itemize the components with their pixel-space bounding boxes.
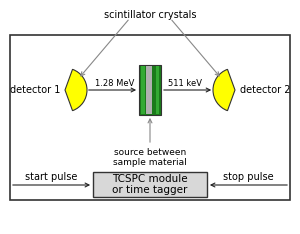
- Wedge shape: [65, 69, 87, 111]
- Bar: [10, 35, 290, 200]
- Wedge shape: [213, 69, 235, 111]
- Text: stop pulse: stop pulse: [223, 172, 274, 182]
- Bar: [93, 172, 207, 197]
- Bar: [139, 65, 161, 115]
- Text: detector 1: detector 1: [10, 85, 60, 95]
- Bar: [141, 66, 145, 114]
- Text: source between
sample material: source between sample material: [113, 148, 187, 167]
- Bar: [155, 66, 159, 114]
- Text: detector 2: detector 2: [239, 85, 290, 95]
- Text: scintillator crystals: scintillator crystals: [104, 10, 196, 20]
- Text: 511 keV: 511 keV: [168, 79, 202, 88]
- Text: start pulse: start pulse: [25, 172, 78, 182]
- Text: 1.28 MeV: 1.28 MeV: [95, 79, 135, 88]
- Text: TCSPC module
or time tagger: TCSPC module or time tagger: [112, 174, 188, 195]
- Bar: [146, 66, 152, 114]
